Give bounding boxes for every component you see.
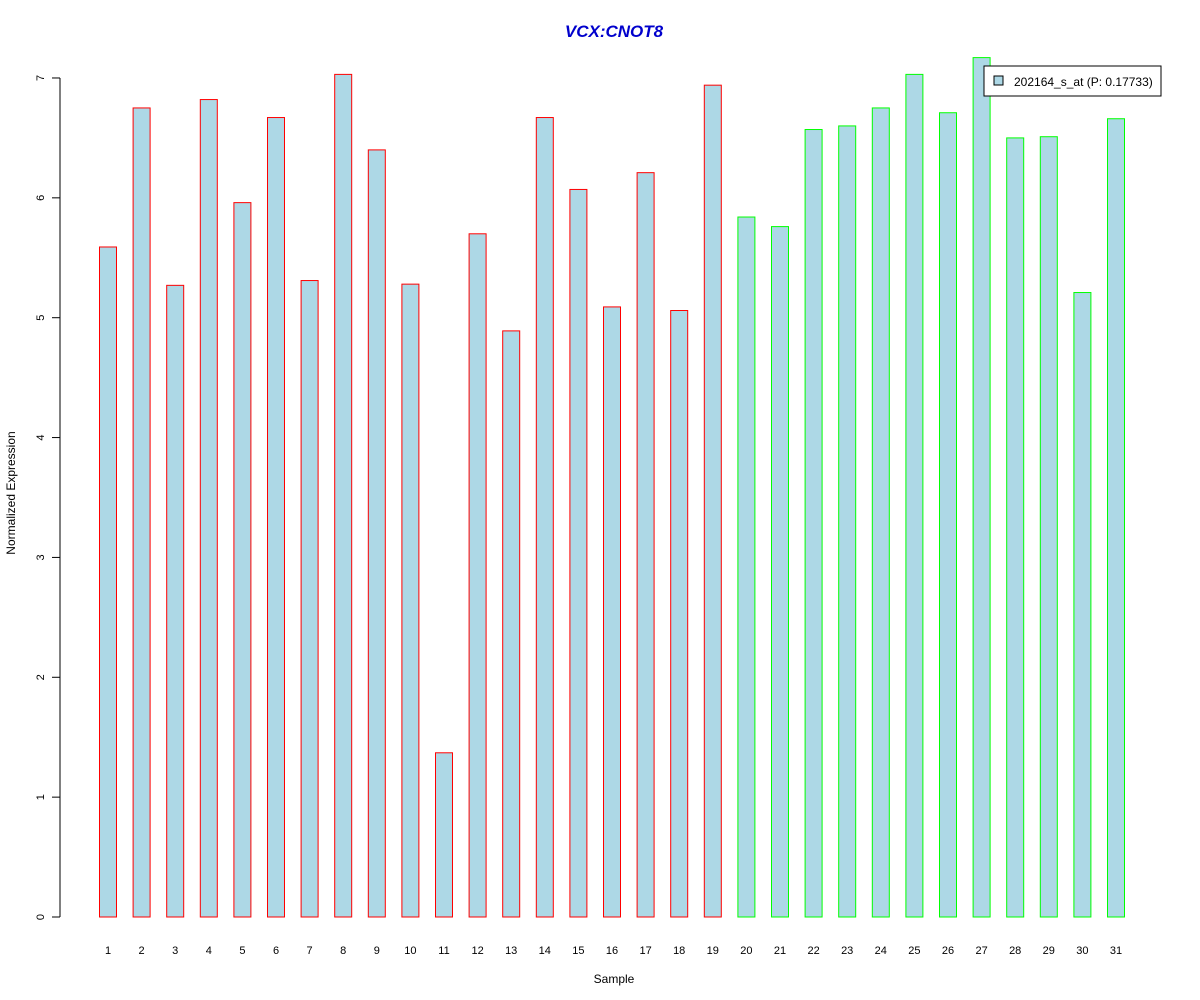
bar-sample-23 (838, 125, 857, 918)
bar-sample-17 (636, 172, 655, 918)
legend-box (983, 65, 1162, 97)
x-tick-label: 8 (340, 945, 346, 957)
y-axis-label: Normalized Expression (4, 431, 18, 554)
x-tick-label: 31 (1110, 945, 1122, 957)
bar-sample-31 (1107, 118, 1125, 918)
y-tick-label: 2 (35, 674, 47, 680)
bar-sample-12 (468, 233, 487, 918)
bar-sample-10 (401, 283, 420, 918)
x-tick-label: 4 (206, 945, 212, 957)
bar-sample-26 (939, 112, 957, 918)
y-tick-label: 4 (35, 434, 47, 440)
bar-sample-3 (166, 284, 185, 918)
x-tick-label: 22 (807, 945, 819, 957)
x-axis-tick-labels: 1 2 3 4 5 6 7 8 9 10 11 12 13 14 15 16 17 18 19 20 21 22 23 24 2… (105, 945, 1122, 957)
bar-sample-6 (267, 117, 285, 918)
x-tick-label: 12 (471, 945, 483, 957)
x-tick-label: 7 (307, 945, 313, 957)
x-tick-label: 5 (239, 945, 245, 957)
x-tick-label: 27 (975, 945, 987, 957)
bar-sample-16 (603, 306, 621, 918)
x-tick-label: 14 (539, 945, 551, 957)
y-tick-label: 7 (35, 75, 47, 81)
bar-sample-18 (670, 310, 689, 918)
bar-sample-30 (1073, 292, 1092, 918)
bar-sample-14 (535, 117, 554, 918)
x-tick-label: 29 (1043, 945, 1055, 957)
x-tick-label: 23 (841, 945, 853, 957)
bar-sample-29 (1039, 136, 1058, 918)
bar-sample-5 (233, 202, 252, 918)
bar-sample-11 (435, 752, 453, 918)
bar-sample-24 (871, 107, 890, 918)
x-tick-label: 20 (740, 945, 752, 957)
x-tick-label: 30 (1076, 945, 1088, 957)
y-tick-label: 1 (35, 794, 47, 800)
x-tick-label: 18 (673, 945, 685, 957)
legend-swatch (993, 75, 1004, 86)
bar-sample-1 (99, 246, 117, 918)
bar-sample-4 (199, 99, 218, 918)
bar-sample-15 (569, 188, 588, 918)
chart-title: VCX:CNOT8 (565, 22, 664, 41)
x-tick-label: 26 (942, 945, 954, 957)
x-axis-label: Sample (594, 972, 635, 986)
bar-sample-27 (972, 57, 991, 918)
bar-sample-8 (334, 73, 353, 918)
bar-sample-28 (1006, 137, 1025, 918)
x-tick-label: 17 (639, 945, 651, 957)
bar-sample-20 (737, 216, 756, 918)
x-tick-label: 6 (273, 945, 279, 957)
x-tick-label: 9 (374, 945, 380, 957)
bars (99, 57, 1125, 918)
bar-sample-7 (300, 280, 319, 918)
x-tick-label: 3 (172, 945, 178, 957)
x-tick-label: 24 (875, 945, 887, 957)
bar-sample-22 (804, 129, 823, 918)
y-tick-label: 6 (35, 195, 47, 201)
bar-sample-9 (367, 149, 386, 918)
legend-label: 202164_s_at (P: 0.17733) (1014, 75, 1153, 89)
x-tick-label: 11 (438, 945, 449, 957)
x-tick-label: 21 (774, 945, 786, 957)
x-tick-label: 2 (139, 945, 145, 957)
bar-sample-21 (771, 226, 789, 918)
y-tick-label: 5 (35, 315, 47, 321)
x-tick-label: 15 (572, 945, 584, 957)
x-tick-label: 1 (105, 945, 111, 957)
y-tick-label: 0 (35, 914, 47, 920)
x-tick-label: 28 (1009, 945, 1021, 957)
x-tick-label: 16 (606, 945, 618, 957)
bar-sample-19 (703, 84, 722, 918)
bar-sample-25 (905, 73, 924, 918)
x-tick-label: 25 (908, 945, 920, 957)
y-tick-label: 3 (35, 554, 47, 560)
x-tick-label: 10 (404, 945, 416, 957)
bar-sample-2 (132, 107, 151, 918)
x-tick-label: 13 (505, 945, 517, 957)
x-tick-label: 19 (707, 945, 719, 957)
y-axis: 0 1 2 3 4 5 6 7 (35, 75, 61, 920)
legend: 202164_s_at (P: 0.17733) (983, 65, 1162, 97)
bar-sample-13 (502, 330, 521, 918)
